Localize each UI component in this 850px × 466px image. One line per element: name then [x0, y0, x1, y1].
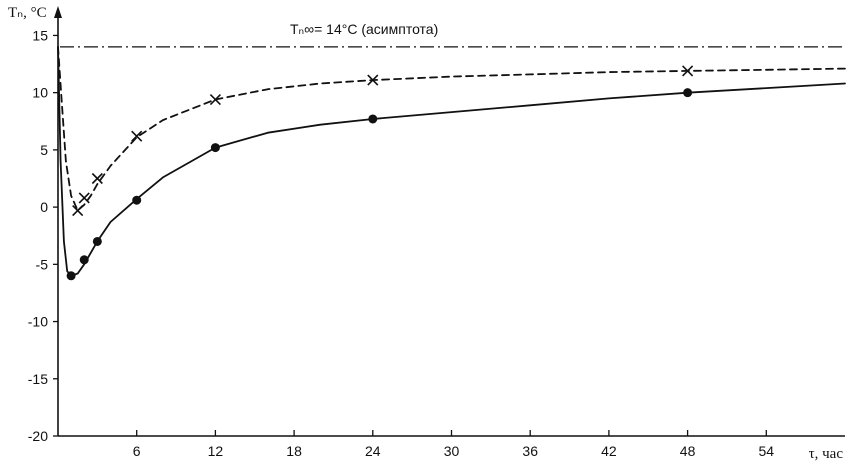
y-tick-label: 0 — [40, 199, 48, 215]
cross-stroke — [209, 93, 221, 106]
series-2-marker — [210, 143, 220, 153]
y-tick-label: 5 — [40, 142, 48, 158]
y-tick-label: -10 — [28, 314, 48, 330]
x-tick-label: 12 — [208, 443, 224, 459]
y-tick-label: -20 — [28, 428, 48, 444]
cross-stroke — [72, 204, 84, 217]
cross-stroke — [131, 130, 143, 142]
series-2-marker — [66, 271, 76, 281]
y-tick-label: 15 — [32, 27, 48, 43]
cross-stroke — [367, 74, 379, 86]
x-tick-label: 6 — [133, 443, 141, 459]
series-1-marker — [91, 172, 103, 185]
series — [57, 46, 846, 281]
series-1-line — [57, 46, 846, 212]
series-2-marker — [368, 114, 378, 124]
cross-stroke — [682, 65, 694, 77]
x-tick-label: 48 — [680, 443, 696, 459]
axis-labels: Tₙ, °C τ, час — [8, 5, 843, 462]
axes: 15 10 5 0 -5 -10 -15 -20 6 12 18 24 30 36 42 48 54 — [28, 6, 845, 459]
cross-stroke — [91, 172, 103, 185]
series-1-marker — [131, 130, 143, 142]
series-2-marker — [92, 236, 102, 246]
series-2-line — [57, 46, 846, 277]
series-1-marker — [209, 93, 221, 106]
y-axis-title: Tₙ, °C — [8, 5, 47, 21]
x-tick-label: 54 — [759, 443, 775, 459]
x-tick-label: 18 — [286, 443, 302, 459]
asymptote-label: Tₙ∞= 14°C (асимптота) — [290, 21, 438, 37]
y-tick-label: -15 — [28, 371, 48, 387]
y-tick-label: -5 — [36, 256, 49, 272]
x-tick-label: 42 — [601, 443, 617, 459]
asymptote: Tₙ∞= 14°C (асимптота) — [60, 21, 845, 48]
series-1-marker — [367, 74, 379, 86]
y-tick-label: 10 — [32, 85, 48, 101]
series-1-marker — [78, 192, 90, 204]
series-2-marker — [79, 255, 89, 265]
series-1-marker — [682, 65, 694, 77]
cross-stroke — [78, 192, 90, 204]
x-tick-label: 30 — [444, 443, 460, 459]
x-axis-title: τ, час — [809, 446, 844, 462]
series-2-marker — [132, 195, 142, 205]
series-2-marker — [683, 88, 693, 98]
x-tick-label: 24 — [365, 443, 381, 459]
x-tick-label: 36 — [522, 443, 538, 459]
y-axis-arrow — [54, 6, 62, 18]
series-1-marker — [72, 204, 84, 217]
